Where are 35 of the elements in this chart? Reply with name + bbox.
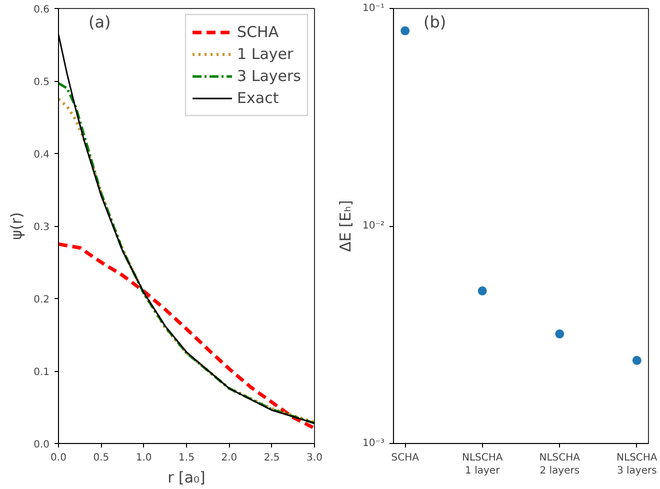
x-axis-title: r [a₀] xyxy=(168,468,206,486)
y-tick-label: 0.5 xyxy=(34,77,50,88)
y-tick-label: 10⁻³ xyxy=(362,438,385,449)
legend-label: 3 Layers xyxy=(237,66,301,87)
x-tick-label: 0.0 xyxy=(50,452,66,464)
y-tick-label: 10⁻² xyxy=(362,220,385,232)
point xyxy=(478,286,487,296)
y-tick-label: 10⁻¹ xyxy=(362,3,385,14)
point xyxy=(555,329,564,338)
x-tick-label: NLSCHA 2 layers xyxy=(539,452,580,477)
annotation: (a) xyxy=(88,12,111,32)
x-tick-label: 3.0 xyxy=(306,452,322,464)
y-tick-label: 0.2 xyxy=(34,294,50,306)
y-tick-label: 0.3 xyxy=(34,222,50,233)
y-tick-label: 0.4 xyxy=(34,150,50,160)
x-tick-label: 2.5 xyxy=(264,452,280,464)
x-tick-label: SCHA xyxy=(391,452,420,464)
x-tick-label: NLSCHA 1 layer xyxy=(462,452,503,477)
y-tick-label: 0.1 xyxy=(34,367,50,378)
y-tick-label: 0.0 xyxy=(34,440,50,450)
legend-label: Exact xyxy=(237,88,279,109)
y-axis-title: ψ(r) xyxy=(8,212,26,240)
legend-label: 1 Layer xyxy=(237,44,294,65)
x-tick-label: 2.0 xyxy=(221,452,238,464)
x-tick-label: 1.5 xyxy=(178,452,194,464)
line-series xyxy=(58,242,314,430)
y-axis-title: ΔE [Eₕ] xyxy=(336,200,354,252)
annotation: (b) xyxy=(424,12,446,32)
x-tick-label: 0.5 xyxy=(93,452,110,464)
x-tick-label: 1.0 xyxy=(136,452,152,464)
y-tick-label: 0.6 xyxy=(34,4,50,16)
point xyxy=(632,356,642,365)
x-tick-label: NLSCHA 3 layers xyxy=(616,452,658,477)
legend-label: SCHA xyxy=(237,22,279,43)
point xyxy=(400,26,410,36)
